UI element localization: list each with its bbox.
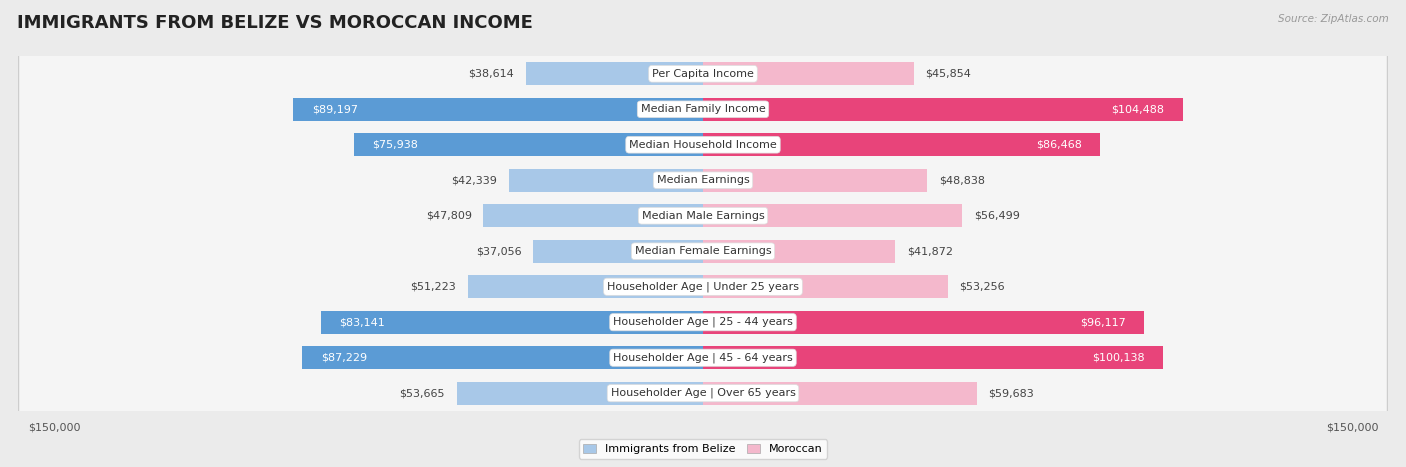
Text: $100,138: $100,138 bbox=[1092, 353, 1144, 363]
Text: Median Earnings: Median Earnings bbox=[657, 175, 749, 185]
Text: $37,056: $37,056 bbox=[475, 246, 522, 256]
FancyBboxPatch shape bbox=[18, 0, 1388, 467]
Bar bbox=[703, 62, 914, 85]
Bar bbox=[703, 98, 1182, 121]
Bar bbox=[703, 169, 928, 192]
Bar bbox=[703, 311, 1144, 334]
Text: IMMIGRANTS FROM BELIZE VS MOROCCAN INCOME: IMMIGRANTS FROM BELIZE VS MOROCCAN INCOM… bbox=[17, 14, 533, 32]
Text: $86,468: $86,468 bbox=[1036, 140, 1081, 150]
Bar bbox=[703, 204, 963, 227]
Text: $150,000: $150,000 bbox=[1326, 422, 1378, 432]
Bar bbox=[703, 382, 977, 405]
Text: Median Female Earnings: Median Female Earnings bbox=[634, 246, 772, 256]
Bar bbox=[468, 275, 703, 298]
Text: $45,854: $45,854 bbox=[925, 69, 972, 79]
Text: $48,838: $48,838 bbox=[939, 175, 984, 185]
Bar bbox=[703, 346, 1163, 369]
Text: $96,117: $96,117 bbox=[1080, 317, 1126, 327]
Text: $56,499: $56,499 bbox=[974, 211, 1019, 221]
Bar bbox=[533, 240, 703, 263]
Bar bbox=[703, 275, 948, 298]
Bar bbox=[302, 346, 703, 369]
Bar bbox=[457, 382, 703, 405]
Text: $47,809: $47,809 bbox=[426, 211, 472, 221]
FancyBboxPatch shape bbox=[18, 0, 1388, 467]
Bar bbox=[703, 133, 1099, 156]
FancyBboxPatch shape bbox=[18, 0, 1388, 467]
Text: Median Household Income: Median Household Income bbox=[628, 140, 778, 150]
Text: Source: ZipAtlas.com: Source: ZipAtlas.com bbox=[1278, 14, 1389, 24]
Text: $42,339: $42,339 bbox=[451, 175, 498, 185]
Text: Median Male Earnings: Median Male Earnings bbox=[641, 211, 765, 221]
FancyBboxPatch shape bbox=[18, 0, 1388, 467]
Text: $51,223: $51,223 bbox=[411, 282, 457, 292]
Text: $104,488: $104,488 bbox=[1112, 104, 1164, 114]
FancyBboxPatch shape bbox=[18, 0, 1388, 467]
FancyBboxPatch shape bbox=[18, 0, 1388, 467]
Text: $87,229: $87,229 bbox=[321, 353, 367, 363]
FancyBboxPatch shape bbox=[18, 0, 1388, 467]
FancyBboxPatch shape bbox=[18, 0, 1388, 467]
Text: Householder Age | Over 65 years: Householder Age | Over 65 years bbox=[610, 388, 796, 398]
Bar bbox=[526, 62, 703, 85]
Bar bbox=[703, 240, 896, 263]
Bar bbox=[294, 98, 703, 121]
Text: $53,256: $53,256 bbox=[959, 282, 1005, 292]
Text: Per Capita Income: Per Capita Income bbox=[652, 69, 754, 79]
FancyBboxPatch shape bbox=[18, 0, 1388, 467]
Text: $75,938: $75,938 bbox=[373, 140, 419, 150]
Bar bbox=[321, 311, 703, 334]
Text: $83,141: $83,141 bbox=[339, 317, 385, 327]
Bar bbox=[509, 169, 703, 192]
Text: Householder Age | Under 25 years: Householder Age | Under 25 years bbox=[607, 282, 799, 292]
Text: Householder Age | 45 - 64 years: Householder Age | 45 - 64 years bbox=[613, 353, 793, 363]
Text: $38,614: $38,614 bbox=[468, 69, 515, 79]
Text: $59,683: $59,683 bbox=[988, 388, 1035, 398]
FancyBboxPatch shape bbox=[18, 0, 1388, 467]
Text: $53,665: $53,665 bbox=[399, 388, 446, 398]
Text: Median Family Income: Median Family Income bbox=[641, 104, 765, 114]
Bar bbox=[354, 133, 703, 156]
Text: $150,000: $150,000 bbox=[28, 422, 80, 432]
Text: Householder Age | 25 - 44 years: Householder Age | 25 - 44 years bbox=[613, 317, 793, 327]
Legend: Immigrants from Belize, Moroccan: Immigrants from Belize, Moroccan bbox=[579, 439, 827, 459]
Text: $89,197: $89,197 bbox=[312, 104, 357, 114]
Text: $41,872: $41,872 bbox=[907, 246, 953, 256]
Bar bbox=[484, 204, 703, 227]
